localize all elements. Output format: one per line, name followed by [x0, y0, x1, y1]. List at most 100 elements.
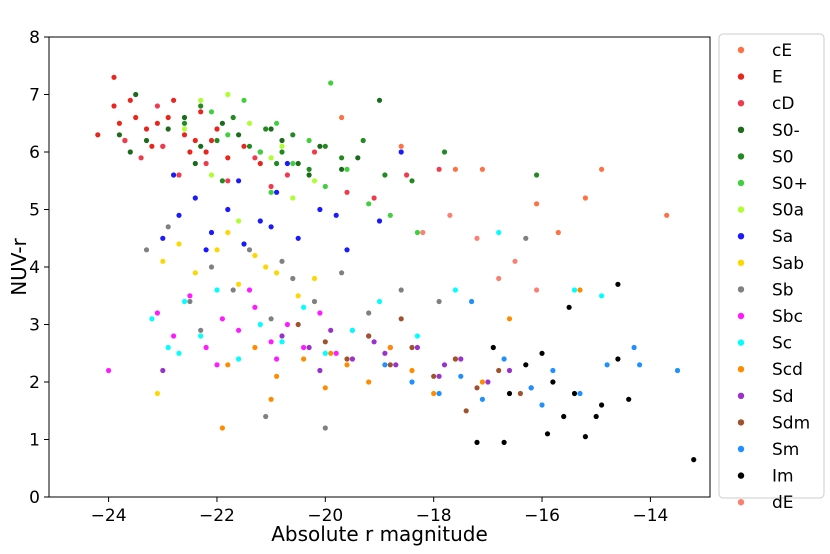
series-dE [420, 212, 540, 293]
x-tick-label: −20 [307, 506, 343, 526]
data-point [268, 224, 274, 230]
y-tick-label: 8 [29, 28, 40, 48]
data-point [328, 350, 334, 356]
data-point [349, 327, 355, 333]
data-point [171, 172, 177, 178]
data-point [571, 287, 578, 293]
data-point [252, 155, 258, 161]
data-point [317, 206, 323, 213]
data-point [301, 304, 307, 310]
data-point [268, 155, 274, 161]
data-point [203, 160, 209, 167]
data-point [593, 413, 599, 420]
data-point [165, 126, 171, 132]
data-point [599, 166, 605, 172]
x-tick-label: −14 [632, 506, 668, 526]
data-point [301, 344, 307, 351]
data-point [198, 97, 204, 103]
data-point [479, 379, 485, 385]
y-tick-label: 7 [29, 86, 40, 106]
data-point [263, 264, 269, 270]
series-S0- [116, 91, 383, 178]
y-axis: 0 1 2 3 4 5 6 7 8 [29, 28, 49, 508]
data-point [458, 356, 464, 362]
data-point [534, 201, 540, 207]
data-point [95, 132, 101, 138]
data-point [149, 316, 155, 322]
series-Sc [149, 229, 605, 362]
data-point [344, 166, 350, 172]
data-point [474, 385, 480, 391]
data-point [160, 235, 166, 241]
data-point [577, 287, 583, 293]
data-point [268, 126, 274, 132]
data-point [376, 97, 383, 103]
data-point [539, 350, 545, 356]
data-point [203, 344, 209, 351]
series-E [95, 74, 263, 167]
legend-label: Sd [772, 387, 794, 407]
data-point [187, 293, 193, 299]
data-point [306, 172, 312, 178]
data-point [160, 258, 166, 264]
data-point [246, 247, 253, 253]
data-point [344, 189, 350, 195]
data-point [490, 344, 496, 351]
data-point [252, 304, 258, 310]
data-point [290, 195, 296, 201]
data-point [409, 379, 415, 385]
data-point [236, 356, 242, 362]
data-point [279, 258, 285, 264]
data-point [295, 160, 301, 167]
legend-label: Sa [772, 227, 793, 247]
data-point [311, 298, 318, 305]
data-point [599, 293, 605, 299]
data-point [615, 356, 621, 362]
data-point [176, 172, 182, 178]
data-point [171, 333, 177, 339]
data-point [474, 235, 480, 241]
data-point [517, 390, 524, 397]
data-point [311, 178, 318, 184]
x-axis: −24 −22 −20 −18 −16 −14 [91, 497, 668, 526]
data-point [263, 413, 269, 420]
data-point [599, 402, 605, 408]
data-point [241, 241, 247, 247]
data-point [268, 189, 274, 195]
legend-label: Sab [772, 254, 804, 274]
data-point [414, 333, 420, 339]
series-S0+ [208, 80, 420, 236]
data-point [523, 235, 529, 241]
data-point [284, 172, 290, 178]
data-point [344, 362, 350, 368]
data-point [284, 160, 290, 167]
data-point [479, 166, 485, 172]
data-point [436, 373, 442, 379]
data-point [528, 385, 534, 391]
x-tick-label: −24 [91, 506, 127, 526]
data-point [409, 178, 415, 184]
legend-label: Sm [772, 440, 799, 460]
data-point [376, 218, 383, 224]
series-Sdm [295, 316, 524, 414]
data-point [615, 281, 621, 287]
data-point [317, 367, 323, 374]
legend-marker [737, 259, 745, 266]
data-point [257, 218, 263, 224]
data-point [111, 103, 117, 109]
data-point [138, 155, 144, 161]
data-point [257, 321, 263, 328]
legend-label: Sbc [772, 307, 803, 327]
legend-label: Scd [772, 360, 803, 380]
data-point [192, 160, 198, 167]
data-point [214, 247, 220, 253]
data-point [544, 431, 551, 437]
data-point [441, 362, 448, 368]
y-tick-label: 4 [29, 258, 40, 278]
legend-marker [737, 206, 745, 213]
data-point [241, 143, 247, 149]
data-point [496, 275, 502, 282]
data-point [534, 172, 540, 178]
legend-marker [737, 233, 745, 240]
data-point [409, 367, 415, 374]
